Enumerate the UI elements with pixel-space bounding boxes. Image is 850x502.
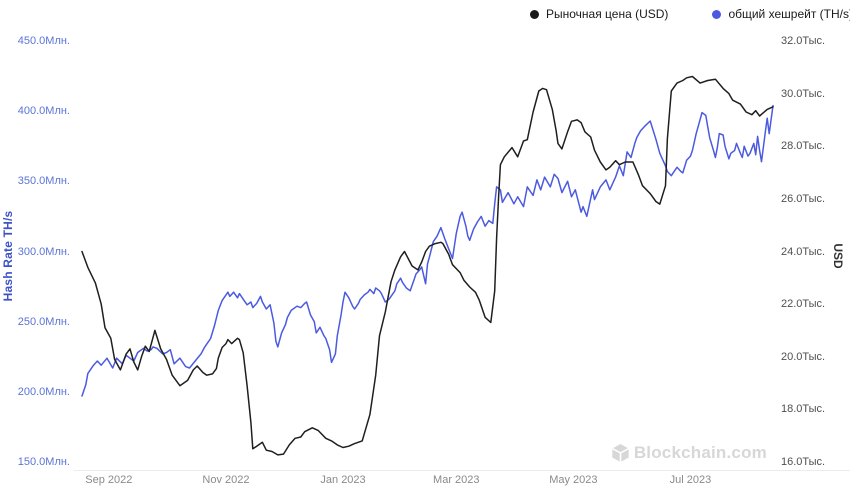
right-axis-tick-label: 18.0Тыс. bbox=[781, 403, 826, 416]
left-axis-tick-label: 400.0Млн. bbox=[17, 105, 70, 118]
left-axis-tick-label: 350.0Млн. bbox=[17, 175, 70, 188]
right-axis-tick-label: 24.0Тыс. bbox=[781, 245, 826, 258]
x-axis-tick-label: Jan 2023 bbox=[320, 474, 366, 486]
right-axis-tick-label: 16.0Тыс. bbox=[781, 456, 826, 468]
legend: Рыночная цена (USD) общий хешрейт (TH/s) bbox=[530, 7, 850, 21]
price-series-dot-icon bbox=[530, 9, 539, 19]
x-axis-tick-label: Sep 2022 bbox=[85, 474, 133, 486]
left-axis-tick-label: 250.0Млн. bbox=[17, 315, 70, 328]
hashrate-series-dot-icon bbox=[712, 9, 722, 19]
left-axis-tick-label: 300.0Млн. bbox=[17, 245, 70, 258]
x-axis-tick-label: May 2023 bbox=[549, 474, 598, 486]
right-axis-tick-label: 26.0Тыс. bbox=[781, 192, 826, 205]
x-axis-baseline bbox=[74, 470, 850, 471]
watermark-text: Blockchain.com bbox=[633, 443, 767, 462]
blockchain-watermark: Blockchain.com bbox=[612, 443, 767, 463]
price-series-label: Рыночная цена (USD) bbox=[546, 7, 669, 21]
x-axis-tick-label: Nov 2022 bbox=[202, 474, 250, 486]
hashrate-series-label: общий хешрейт (TH/s) bbox=[728, 7, 850, 21]
left-axis-tick-label: 200.0Млн. bbox=[17, 385, 70, 398]
series-line-price[interactable] bbox=[81, 75, 774, 456]
legend-item-price[interactable]: Рыночная цена (USD) bbox=[530, 7, 668, 21]
series-line-hashrate[interactable] bbox=[81, 104, 774, 397]
right-axis-tick-label: 20.0Тыс. bbox=[781, 350, 826, 363]
right-axis-tick-label: 30.0Тыс. bbox=[781, 87, 826, 100]
right-axis-tick-label: 22.0Тыс. bbox=[781, 298, 826, 311]
legend-item-hashrate[interactable]: общий хешрейт (TH/s) bbox=[712, 7, 850, 21]
left-axis-tick-label: 450.0Млн. bbox=[17, 35, 70, 47]
blockchain-cube-icon bbox=[612, 444, 629, 462]
x-axis-tick-label: Jul 2023 bbox=[669, 474, 712, 486]
right-axis-tick-label: 32.0Тыс. bbox=[781, 35, 826, 47]
right-axis-tick-label: 28.0Тыс. bbox=[781, 140, 826, 153]
x-axis-tick-label: Mar 2023 bbox=[433, 474, 480, 486]
left-axis-tick-label: 150.0Млн. bbox=[17, 456, 70, 468]
